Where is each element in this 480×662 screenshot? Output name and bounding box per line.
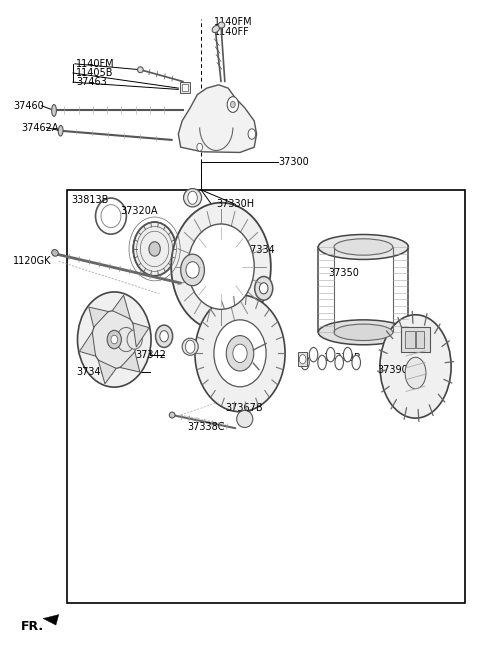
Ellipse shape — [226, 336, 254, 371]
Polygon shape — [179, 85, 257, 152]
Ellipse shape — [180, 254, 204, 286]
Polygon shape — [112, 295, 131, 319]
Text: 37342: 37342 — [136, 350, 167, 359]
Bar — [67, 190, 466, 604]
Text: 37367B: 37367B — [225, 402, 263, 413]
Circle shape — [188, 191, 197, 205]
Bar — [417, 331, 424, 348]
Ellipse shape — [318, 355, 326, 370]
Ellipse shape — [212, 25, 219, 32]
Ellipse shape — [301, 355, 309, 370]
Ellipse shape — [111, 335, 118, 344]
Ellipse shape — [380, 314, 451, 418]
Ellipse shape — [343, 348, 352, 362]
Ellipse shape — [405, 357, 426, 389]
Ellipse shape — [58, 126, 63, 136]
Ellipse shape — [214, 320, 266, 387]
Ellipse shape — [255, 277, 273, 300]
Polygon shape — [43, 614, 59, 625]
Ellipse shape — [352, 355, 360, 370]
Text: 37330H: 37330H — [216, 199, 254, 209]
Ellipse shape — [318, 234, 408, 260]
Text: 37390B: 37390B — [378, 365, 415, 375]
Ellipse shape — [171, 203, 271, 331]
Ellipse shape — [52, 105, 56, 117]
Ellipse shape — [77, 292, 151, 387]
Polygon shape — [133, 323, 149, 347]
Ellipse shape — [318, 320, 408, 345]
Text: 37300: 37300 — [278, 157, 309, 167]
Text: 37463: 37463 — [76, 77, 107, 87]
Text: 37320A: 37320A — [120, 206, 158, 216]
Ellipse shape — [117, 328, 136, 352]
Text: 11405B: 11405B — [76, 68, 114, 78]
Polygon shape — [80, 332, 96, 356]
Polygon shape — [89, 307, 108, 327]
Circle shape — [245, 329, 254, 342]
Bar — [180, 81, 190, 93]
Ellipse shape — [335, 355, 343, 370]
Circle shape — [248, 129, 256, 139]
Ellipse shape — [149, 242, 160, 256]
Circle shape — [300, 355, 306, 364]
Ellipse shape — [52, 250, 58, 256]
Ellipse shape — [233, 344, 247, 363]
Text: 1140FM: 1140FM — [76, 59, 115, 69]
Ellipse shape — [160, 331, 168, 342]
Ellipse shape — [156, 325, 173, 348]
Ellipse shape — [137, 67, 143, 73]
Text: 37338C: 37338C — [188, 422, 225, 432]
Ellipse shape — [182, 338, 198, 355]
Ellipse shape — [101, 205, 121, 228]
Text: 37340E: 37340E — [76, 367, 113, 377]
Bar — [299, 352, 307, 367]
Ellipse shape — [309, 348, 318, 362]
Ellipse shape — [195, 295, 285, 412]
Text: 37370B: 37370B — [324, 353, 361, 363]
Circle shape — [197, 143, 203, 151]
Bar — [401, 327, 430, 352]
Ellipse shape — [183, 189, 202, 207]
Ellipse shape — [188, 224, 254, 309]
Ellipse shape — [218, 22, 225, 28]
Text: 1120GK: 1120GK — [13, 256, 52, 266]
Bar — [181, 83, 188, 91]
Text: 33813B: 33813B — [72, 195, 109, 205]
Ellipse shape — [260, 283, 268, 294]
Text: 1140FM: 1140FM — [214, 17, 252, 27]
Polygon shape — [98, 360, 116, 384]
Ellipse shape — [92, 310, 137, 369]
Bar — [405, 331, 415, 348]
Ellipse shape — [334, 324, 393, 340]
Circle shape — [230, 101, 235, 108]
Ellipse shape — [169, 412, 175, 418]
Ellipse shape — [240, 326, 259, 345]
Ellipse shape — [237, 410, 253, 428]
Text: 37350: 37350 — [328, 267, 359, 277]
Text: 37334: 37334 — [245, 244, 276, 255]
Ellipse shape — [186, 261, 199, 278]
Text: 1140FF: 1140FF — [214, 27, 250, 37]
Polygon shape — [120, 352, 140, 372]
Ellipse shape — [107, 330, 121, 349]
Circle shape — [185, 340, 195, 354]
Ellipse shape — [127, 330, 142, 349]
Text: 37462A: 37462A — [21, 122, 59, 132]
Text: FR.: FR. — [21, 620, 44, 633]
Text: 37460: 37460 — [13, 101, 44, 111]
Ellipse shape — [96, 198, 126, 234]
Ellipse shape — [133, 222, 176, 276]
Circle shape — [227, 97, 239, 113]
Ellipse shape — [326, 348, 335, 362]
Ellipse shape — [334, 239, 393, 255]
